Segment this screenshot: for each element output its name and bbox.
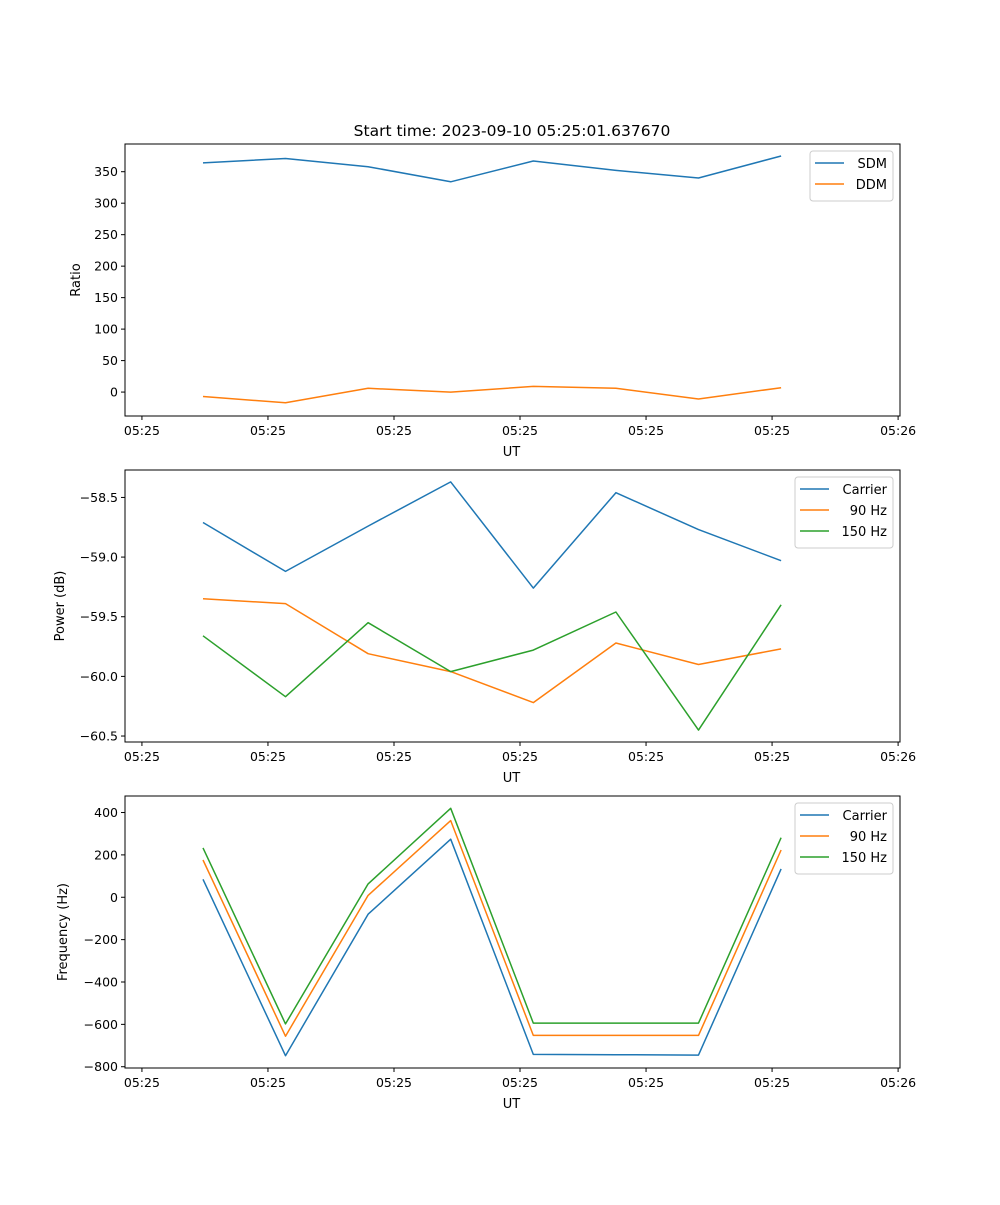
y-axis-label: Power (dB) [53,571,68,642]
y-axis-label: Ratio [69,263,84,296]
x-tick-label: 05:25 [250,423,286,438]
x-tick-label: 05:25 [628,1075,664,1090]
subplot-2: 05:25 05:25 05:25 05:25 05:25 05:25 05:26 −60.5… [53,469,916,786]
series-line-sdm [202,155,782,183]
series-line-150-hz [202,807,782,1025]
y-tick-label: 0 [110,385,118,400]
y-axis-label: Frequency (Hz) [56,883,71,981]
y-tick-label: −60.5 [80,729,118,744]
legend-label: 150 Hz [841,525,887,540]
y-tick-label: −800 [84,1059,118,1074]
x-tick-label: 05:26 [880,1075,916,1090]
y-tick-label: 0 [110,890,118,905]
y-tick-label: 100 [94,322,118,337]
x-axis-label: UT [503,1097,521,1112]
y-tick-label: −58.5 [80,490,118,505]
y-tick-label: −200 [84,932,118,947]
series-line-150-hz [202,604,782,731]
x-tick-label: 05:26 [880,749,916,764]
x-tick-label: 05:25 [754,749,790,764]
legend: Carrier 90 Hz 150 Hz [794,802,894,875]
x-tick-label: 05:25 [754,423,790,438]
y-tick-label: 350 [94,164,118,179]
legend-label: 90 Hz [850,830,887,845]
subplot-3: 05:25 05:25 05:25 05:25 05:25 05:25 05:26 −800 −… [56,795,916,1112]
x-tick-label: 05:25 [502,423,538,438]
y-tick-label: 300 [94,196,118,211]
y-tick-label: −400 [84,974,118,989]
x-tick-label: 05:25 [628,423,664,438]
series-line-90-hz [202,598,782,704]
y-tick-label: −600 [84,1017,118,1032]
x-tick-label: 05:25 [124,1075,160,1090]
series-line-carrier [202,481,782,589]
axes-frame [124,795,901,1069]
legend-label: DDM [856,178,887,193]
y-tick-label: −60.0 [80,669,118,684]
legend-label: Carrier [843,809,888,824]
legend-label: 90 Hz [850,504,887,519]
series-line-carrier [202,838,782,1057]
legend-label: Carrier [843,483,888,498]
x-axis-label: UT [503,445,521,460]
x-tick-label: 05:25 [250,1075,286,1090]
x-tick-label: 05:25 [376,1075,412,1090]
legend: Carrier 90 Hz 150 Hz [794,476,894,549]
x-tick-label: 05:25 [502,1075,538,1090]
x-tick-label: 05:26 [880,423,916,438]
y-tick-label: 150 [94,290,118,305]
legend-label: SDM [858,157,887,172]
x-tick-label: 05:25 [376,749,412,764]
y-tick-label: 250 [94,227,118,242]
series-line-90-hz [202,819,782,1037]
y-tick-label: 200 [94,259,118,274]
x-tick-label: 05:25 [124,749,160,764]
x-tick-label: 05:25 [754,1075,790,1090]
y-tick-label: −59.5 [80,609,118,624]
legend: SDM DDM [809,150,894,202]
y-tick-label: −59.0 [80,550,118,565]
x-axis-label: UT [503,771,521,786]
x-tick-label: 05:25 [250,749,286,764]
y-tick-label: 50 [102,353,118,368]
y-tick-label: 200 [94,847,118,862]
axes-frame [124,469,901,743]
x-tick-label: 05:25 [376,423,412,438]
y-tick-label: 400 [94,805,118,820]
series-line-ddm [202,385,782,404]
legend-label: 150 Hz [841,851,887,866]
x-tick-label: 05:25 [502,749,538,764]
chart-title: Start time: 2023-09-10 05:25:01.637670 [354,122,671,140]
x-tick-label: 05:25 [124,423,160,438]
axes-frame [124,143,901,417]
x-tick-label: 05:25 [628,749,664,764]
subplot-1: 05:25 05:25 05:25 05:25 05:25 05:25 05:26 0 50 10… [69,143,916,460]
